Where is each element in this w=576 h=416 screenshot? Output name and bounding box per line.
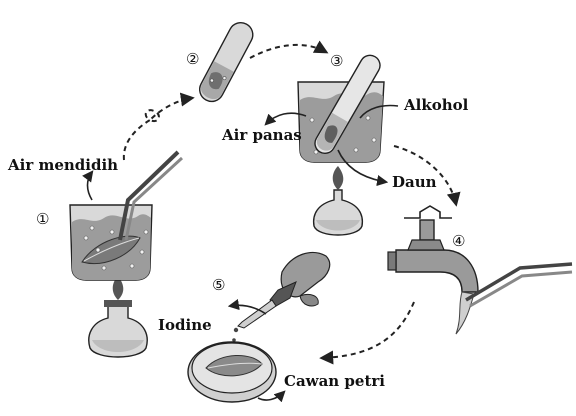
pointer-iodine xyxy=(227,299,267,315)
arrow-step2-to-step3 xyxy=(249,40,329,59)
tap-icon xyxy=(387,205,479,335)
label-air-panas: Air panas xyxy=(221,126,302,144)
pointer-daun xyxy=(337,149,389,187)
arrow-step1-to-step2 xyxy=(122,92,195,161)
step-number-3: ③ xyxy=(330,52,343,70)
water-bath-icon xyxy=(297,54,385,236)
leaf-icon xyxy=(205,354,263,377)
forceps-icon xyxy=(465,262,573,308)
arrow-step4-to-step5 xyxy=(319,301,415,365)
label-alkohol: Alkohol xyxy=(403,96,469,114)
step-number-2: ② xyxy=(186,50,199,68)
label-air-mendidih: Air mendidih xyxy=(7,156,118,174)
pointer-air-panas xyxy=(264,112,307,126)
label-daun: Daun xyxy=(392,173,437,191)
label-iodine: Iodine xyxy=(158,316,212,334)
step-number-4: ④ xyxy=(452,232,465,250)
pointer-alkohol xyxy=(359,104,399,119)
dropper-icon xyxy=(232,251,331,342)
beaker-on-burner-icon xyxy=(69,150,184,358)
step-number-1: ① xyxy=(36,210,49,228)
pointer-air-mendidih xyxy=(82,170,94,201)
pointer-cawan-petri xyxy=(257,390,286,403)
arrow-step3-to-step4 xyxy=(393,145,461,207)
step-number-5: ⑤ xyxy=(212,276,225,294)
label-cawan-petri: Cawan petri xyxy=(284,372,385,390)
test-tube-icon xyxy=(198,21,254,103)
